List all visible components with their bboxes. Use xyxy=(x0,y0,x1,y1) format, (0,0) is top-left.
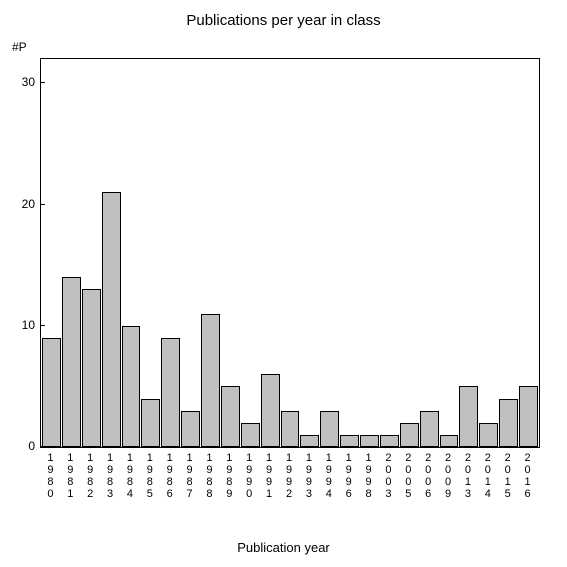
bar xyxy=(479,423,498,447)
bar xyxy=(440,435,459,447)
x-tick-label: 1993 xyxy=(302,452,316,500)
x-tick-label: 1990 xyxy=(242,452,256,500)
bar xyxy=(400,423,419,447)
x-tick-label: 1992 xyxy=(282,452,296,500)
y-tick-label: 20 xyxy=(5,197,35,211)
bar xyxy=(161,338,180,447)
y-tick-label: 0 xyxy=(5,439,35,453)
x-tick-label: 1996 xyxy=(342,452,356,500)
x-tick-label: 2006 xyxy=(421,452,435,500)
bar xyxy=(340,435,359,447)
bar xyxy=(141,399,160,448)
bar xyxy=(181,411,200,447)
x-tick-label: 2005 xyxy=(401,452,415,500)
bar xyxy=(122,326,141,447)
x-tick-label: 2016 xyxy=(521,452,535,500)
y-tick-label: 30 xyxy=(5,75,35,89)
bar xyxy=(201,314,220,447)
x-tick-label: 2015 xyxy=(501,452,515,500)
x-tick-label: 1998 xyxy=(362,452,376,500)
bar xyxy=(82,289,101,447)
y-tick xyxy=(40,325,45,326)
y-axis-unit-label: #P xyxy=(12,40,27,54)
y-tick xyxy=(40,204,45,205)
x-tick-label: 1983 xyxy=(103,452,117,500)
x-tick-label: 1987 xyxy=(183,452,197,500)
bar xyxy=(102,192,121,447)
bar xyxy=(241,423,260,447)
bar xyxy=(459,386,478,447)
y-tick xyxy=(40,446,45,447)
x-tick-label: 1981 xyxy=(63,452,77,500)
bar xyxy=(380,435,399,447)
bar xyxy=(360,435,379,447)
bar xyxy=(62,277,81,447)
bar xyxy=(300,435,319,447)
x-tick-label: 1984 xyxy=(123,452,137,500)
chart-title: Publications per year in class xyxy=(0,12,567,29)
plot-area xyxy=(40,58,540,448)
x-tick-label: 1989 xyxy=(222,452,236,500)
x-tick-label: 2003 xyxy=(381,452,395,500)
bar xyxy=(320,411,339,447)
x-tick-label: 2014 xyxy=(481,452,495,500)
bar xyxy=(281,411,300,447)
x-tick-label: 1985 xyxy=(143,452,157,500)
x-tick-label: 1991 xyxy=(262,452,276,500)
y-tick-label: 10 xyxy=(5,318,35,332)
bar xyxy=(261,374,280,447)
x-tick-label: 2013 xyxy=(461,452,475,500)
x-tick-label: 1988 xyxy=(202,452,216,500)
bar xyxy=(499,399,518,448)
y-tick xyxy=(40,82,45,83)
x-axis-label: Publication year xyxy=(0,540,567,555)
chart-container: Publications per year in class #P 0 10 20 3… xyxy=(0,0,567,567)
bar xyxy=(519,386,538,447)
bar xyxy=(42,338,61,447)
x-tick-label: 1982 xyxy=(83,452,97,500)
x-tick-label: 1980 xyxy=(43,452,57,500)
x-tick-label: 1994 xyxy=(322,452,336,500)
x-tick-label: 2009 xyxy=(441,452,455,500)
bar xyxy=(420,411,439,447)
bar xyxy=(221,386,240,447)
x-tick-label: 1986 xyxy=(163,452,177,500)
